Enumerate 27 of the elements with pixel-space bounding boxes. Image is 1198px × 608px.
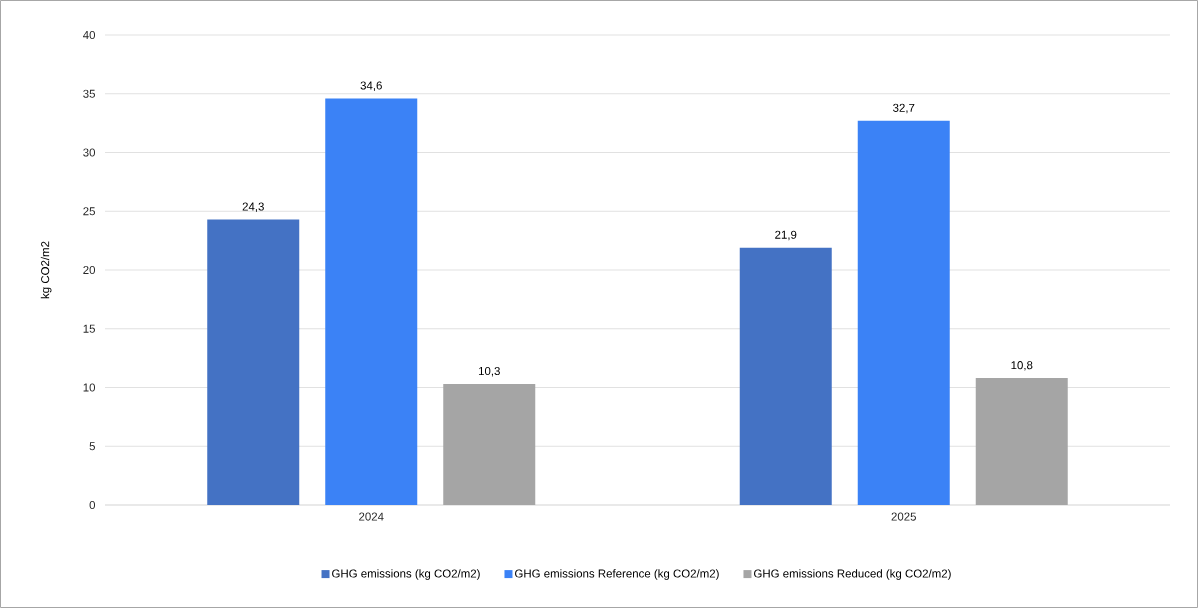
x-tick-label: 2024 <box>359 512 384 521</box>
legend-label: GHG emissions Reference (kg CO2/m2) <box>515 569 719 580</box>
y-tick-label: 20 <box>83 265 96 275</box>
data-label: 32,7 <box>893 103 915 114</box>
y-tick-label: 40 <box>83 30 96 40</box>
y-tick-label: 5 <box>89 442 95 451</box>
y-tick-label: 15 <box>83 324 95 333</box>
y-tick-label: 35 <box>83 89 95 98</box>
y-axis-title: kg CO2/m2 <box>40 241 52 299</box>
legend-label: GHG emissions (kg CO2/m2) <box>332 569 480 580</box>
data-label: 21,9 <box>775 230 797 241</box>
data-label: 34,6 <box>360 81 382 91</box>
y-tick-label: 30 <box>83 148 96 157</box>
legend-label: GHG emissions Reduced (kg CO2/m2) <box>754 569 951 580</box>
bar <box>857 120 950 505</box>
bar <box>207 219 300 505</box>
y-tick-label: 25 <box>83 207 95 216</box>
bar <box>739 247 832 505</box>
data-label: 10,8 <box>1011 361 1033 371</box>
x-tick-label: 2025 <box>891 512 916 521</box>
y-tick-label: 10 <box>83 383 96 392</box>
data-label: 10,3 <box>478 366 500 377</box>
data-label: 24,3 <box>242 202 264 212</box>
y-tick-label: 0 <box>89 500 96 510</box>
bar <box>325 98 418 505</box>
bar <box>443 383 536 505</box>
bar <box>975 378 1068 505</box>
